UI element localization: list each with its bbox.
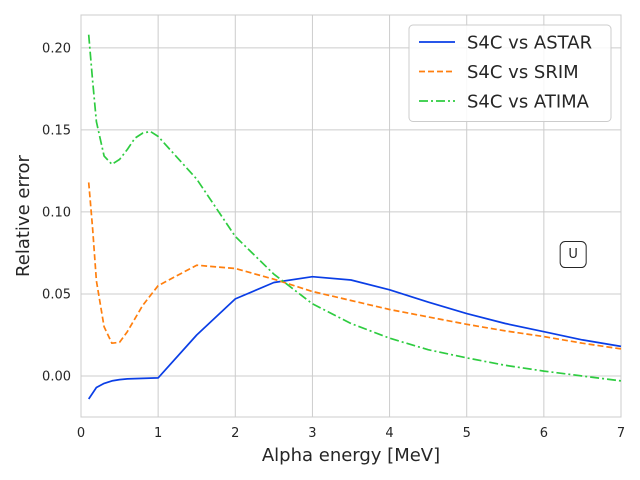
annotation-text: U <box>568 247 578 262</box>
y-tick-label-3: 0.15 <box>42 123 71 138</box>
legend-entry-1: S4C vs SRIM <box>467 62 579 83</box>
x-tick-label-0: 0 <box>77 426 85 441</box>
series-line-0 <box>87 275 622 400</box>
y-tick-label-4: 0.20 <box>42 41 71 56</box>
plot-border <box>80 14 622 418</box>
series-line-2 <box>87 34 622 382</box>
x-tick-label-3: 3 <box>308 426 316 441</box>
y-tick-labels: 0.00 0.05 0.10 0.15 0.20 <box>42 41 71 384</box>
series-layer <box>87 34 622 400</box>
series-line-1 <box>87 182 622 350</box>
annotation-box: U <box>559 241 587 269</box>
legend-entry-0: S4C vs ASTAR <box>467 33 592 54</box>
annotation-box-border <box>559 241 587 269</box>
y-tick-label-1: 0.05 <box>42 287 71 302</box>
x-tick-label-6: 6 <box>540 426 548 441</box>
x-tick-label-2: 2 <box>231 426 239 441</box>
y-tick-label-2: 0.10 <box>42 205 71 220</box>
legend-frame <box>408 24 612 122</box>
x-tick-label-1: 1 <box>154 426 162 441</box>
y-axis-label: Relative error <box>13 154 34 276</box>
x-axis-label: Alpha energy [MeV] <box>262 445 440 466</box>
legend: S4C vs ASTAR S4C vs SRIM S4C vs ATIMA <box>408 24 612 122</box>
x-tick-label-5: 5 <box>463 426 471 441</box>
x-tick-labels: 0 1 2 3 4 5 6 7 <box>77 426 625 441</box>
x-tick-label-7: 7 <box>617 426 625 441</box>
x-tick-label-4: 4 <box>385 426 393 441</box>
legend-entry-2: S4C vs ATIMA <box>467 92 590 113</box>
plot-frame <box>80 14 622 418</box>
y-tick-label-0: 0.00 <box>42 369 71 384</box>
